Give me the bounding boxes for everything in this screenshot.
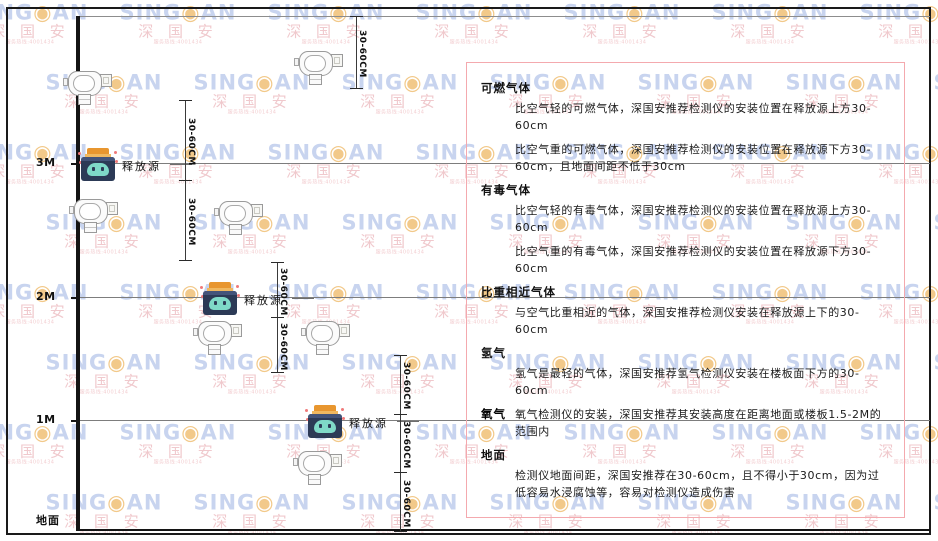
section-heading: 氧气 — [481, 407, 506, 421]
dimension-label: 30-60CM — [186, 198, 196, 246]
info-section-5: 地面 检测仪地面间距，深国安推荐在30-60cm，且不得小于30cm，因为过低容易… — [481, 447, 890, 501]
leader-line — [292, 298, 314, 299]
vertical-axis — [76, 16, 80, 531]
level-tick — [71, 163, 80, 165]
section-paragraph: 与空气比重相近的气体，深国安推荐检测仪安装在释放源上下的30-60cm — [515, 306, 860, 336]
section-paragraph: 比空气轻的有毒气体，深国安推荐检测仪的安装位置在释放源上方30-60cm — [515, 204, 872, 234]
gas-detector-icon — [62, 68, 114, 108]
section-heading: 有毒气体 — [481, 183, 531, 197]
dimension-label: 30-60CM — [401, 421, 411, 469]
section-paragraph: 比空气轻的可燃气体，深国安推荐检测仪的安装位置在释放源上方30-60cm — [515, 102, 872, 132]
dimension-line — [356, 16, 357, 88]
info-section-2: 比重相近气体与空气比重相近的气体，深国安推荐检测仪安装在释放源上下的30-60c… — [481, 284, 890, 338]
axis-label-2m: 2M — [36, 290, 56, 303]
section-paragraph: 比空气重的有毒气体，深国安推荐检测仪的安装位置在释放源下方30-60cm — [515, 245, 872, 275]
info-panel-body: 可燃气体比空气轻的可燃气体，深国安推荐检测仪的安装位置在释放源上方30-60cm… — [481, 80, 890, 501]
dimension-cap — [394, 355, 407, 356]
section-heading: 地面 — [481, 448, 506, 462]
gas-detector-icon — [213, 198, 265, 238]
dimension-cap — [179, 180, 192, 181]
dimension-label: 30-60CM — [278, 322, 288, 371]
gas-detector-icon — [68, 196, 120, 236]
info-section-3: 氢气 氢气是最轻的气体，深国安推荐氢气检测仪安装在楼板面下方的30-60cm — [481, 345, 890, 399]
release-source-icon — [305, 405, 345, 439]
section-paragraph: 检测仪地面间距，深国安推荐在30-60cm，且不得小于30cm，因为过低容易水浸… — [515, 469, 880, 499]
axis-label-3m: 3M — [36, 156, 56, 169]
level-line-1m — [78, 420, 930, 421]
ground-line — [78, 529, 930, 531]
leader-line — [397, 421, 419, 422]
dimension-cap — [271, 317, 284, 318]
info-panel: 可燃气体比空气轻的可燃气体，深国安推荐检测仪的安装位置在释放源上方30-60cm… — [466, 62, 905, 518]
dimension-cap — [394, 413, 407, 415]
level-line-2m — [78, 297, 930, 298]
info-section-0: 可燃气体比空气轻的可燃气体，深国安推荐检测仪的安装位置在释放源上方30-60cm… — [481, 80, 890, 175]
info-section-1: 有毒气体比空气轻的有毒气体，深国安推荐检测仪的安装位置在释放源上方30-60cm… — [481, 182, 890, 277]
dimension-label: 30-60CM — [186, 118, 196, 166]
dimension-label: 30-60CM — [278, 267, 288, 316]
level-tick — [71, 297, 80, 299]
dimension-label: 30-60CM — [357, 30, 367, 78]
dimension-cap — [394, 472, 407, 474]
dimension-cap — [271, 372, 284, 373]
gas-detector-icon — [300, 318, 352, 358]
dimension-cap — [179, 260, 192, 261]
gas-detector-icon — [293, 48, 345, 88]
section-paragraph: 比空气重的可燃气体，深国安推荐检测仪的安装位置在释放源下方30-60cm，且地面… — [515, 143, 872, 173]
dimension-label: 30-60CM — [401, 479, 411, 528]
section-paragraph: 氧气检测仪的安装，深国安推荐其安装高度在距离地面或楼板1.5-2M的范围内 — [515, 408, 882, 438]
section-heading: 比重相近气体 — [481, 285, 556, 299]
section-heading: 可燃气体 — [481, 81, 531, 95]
dimension-line — [400, 355, 401, 531]
release-source-label: 释放源 — [244, 294, 283, 307]
gas-detector-icon — [192, 318, 244, 358]
dimension-cap — [271, 262, 284, 263]
level-tick — [71, 420, 80, 422]
dimension-cap — [350, 88, 363, 89]
dimension-cap — [350, 16, 363, 17]
section-paragraph: 氢气是最轻的气体，深国安推荐氢气检测仪安装在楼板面下方的30-60cm — [515, 367, 860, 397]
release-source-icon — [200, 282, 240, 316]
leader-line — [170, 164, 192, 165]
dimension-label: 30-60CM — [401, 362, 411, 411]
gas-detector-icon — [292, 448, 344, 488]
dimension-cap — [394, 531, 407, 532]
ceiling-line — [78, 16, 930, 17]
release-source-label: 释放源 — [122, 160, 161, 173]
section-heading: 氢气 — [481, 346, 506, 360]
release-source-label: 释放源 — [349, 417, 388, 430]
level-line-3m — [78, 163, 930, 164]
ground-label: 地面 — [36, 514, 60, 527]
axis-label-1m: 1M — [36, 413, 56, 426]
info-section-4: 氧气 氧气检测仪的安装，深国安推荐其安装高度在距离地面或楼板1.5-2M的范围内 — [481, 406, 890, 440]
dimension-cap — [179, 100, 192, 101]
diagram-border — [6, 7, 931, 535]
release-source-icon — [78, 148, 118, 182]
